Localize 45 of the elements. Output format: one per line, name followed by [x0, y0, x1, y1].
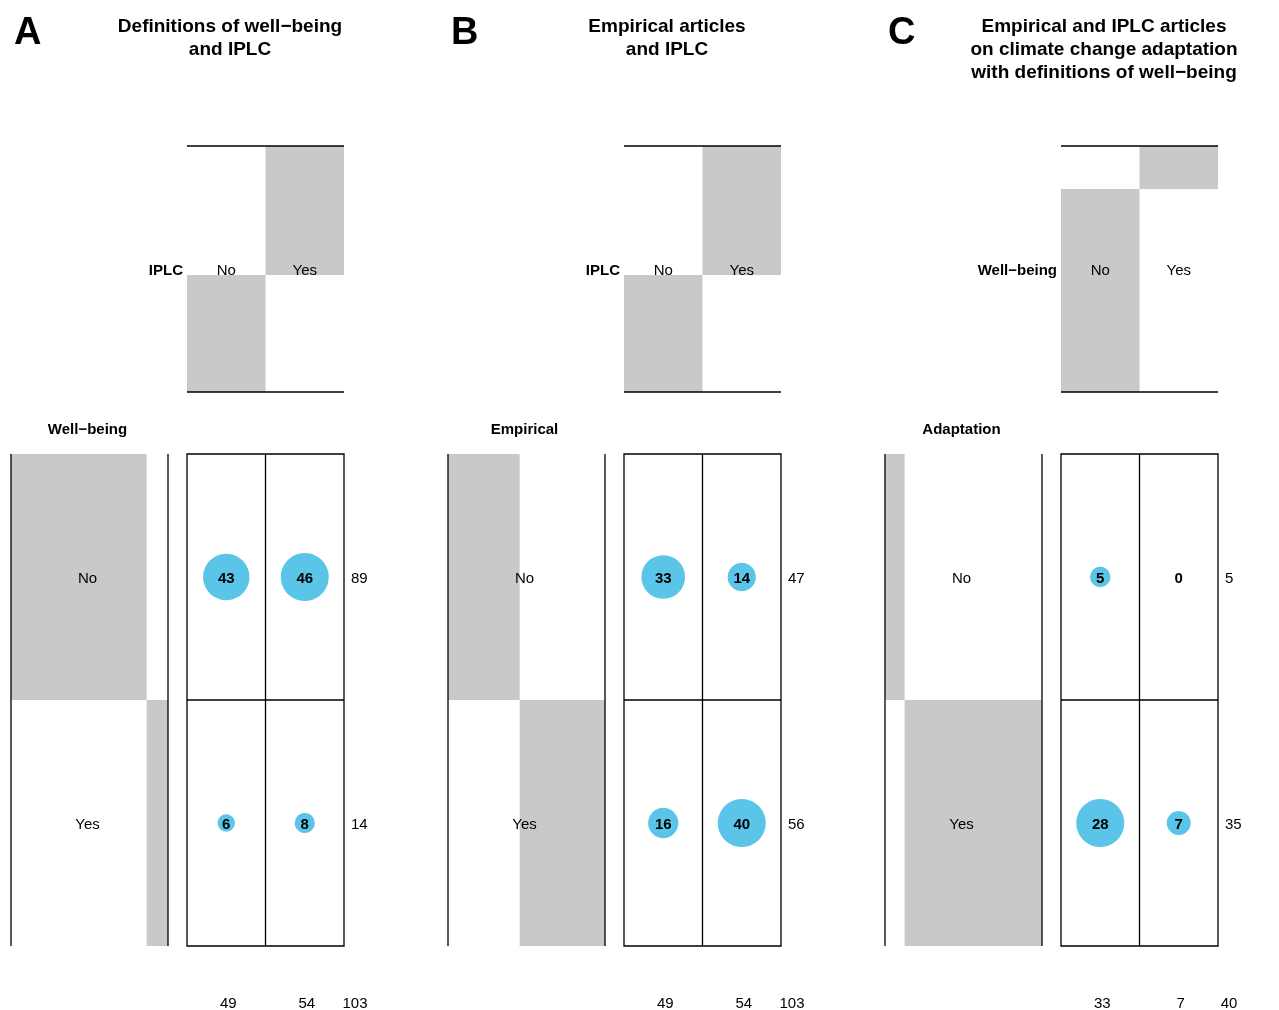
text: 35 [1225, 814, 1242, 832]
chart-title: Empirical and IPLC articles on climate change adaptation with definitions of well−being [970, 15, 1238, 82]
data-label: 7 [1174, 814, 1183, 832]
data-label: 16 [654, 814, 672, 832]
chart-title: Definitions of well−being and IPLC [117, 15, 343, 59]
text: A [14, 10, 42, 52]
data-label: 0 [1174, 568, 1183, 586]
x-tick-label: Yes [1166, 260, 1191, 278]
data-label: 8 [300, 814, 309, 832]
data-label: 46 [296, 568, 314, 586]
data-label: 14 [733, 568, 751, 586]
chart-title: Empirical articles and IPLC [588, 15, 746, 59]
y-axis-title: Well−being [47, 419, 128, 437]
text: 14 [351, 814, 368, 832]
text: 56 [788, 814, 805, 832]
text: 103 [342, 993, 368, 1010]
x-tick-label: Yes [292, 260, 317, 278]
x-tick-label: No [653, 260, 673, 278]
text: 49 [219, 993, 237, 1010]
data-label: 43 [217, 568, 235, 586]
y-axis-title: Empirical [490, 419, 559, 437]
x-axis-title: IPLC [148, 260, 184, 278]
text: 54 [298, 993, 316, 1010]
text: C [888, 10, 916, 52]
x-tick-label: No [1090, 260, 1110, 278]
text: 89 [351, 568, 368, 586]
data-label: 40 [733, 814, 751, 832]
x-tick-label: No [216, 260, 236, 278]
data-label: 5 [1096, 568, 1105, 586]
text: 49 [656, 993, 674, 1010]
text: 103 [779, 993, 805, 1010]
data-label: 33 [654, 568, 672, 586]
text: 47 [788, 568, 805, 586]
y-axis-title: Adaptation [922, 419, 1001, 437]
text: 5 [1225, 568, 1234, 586]
text: 40 [1220, 993, 1238, 1010]
x-tick-label: Yes [729, 260, 754, 278]
data-label: 6 [222, 814, 231, 832]
data-label: 28 [1091, 814, 1109, 832]
text: B [451, 10, 479, 52]
text: 33 [1093, 993, 1111, 1010]
text: 7 [1176, 993, 1185, 1010]
x-axis-title: IPLC [585, 260, 621, 278]
text: 54 [735, 993, 753, 1010]
x-axis-title: Well−being [977, 260, 1057, 278]
